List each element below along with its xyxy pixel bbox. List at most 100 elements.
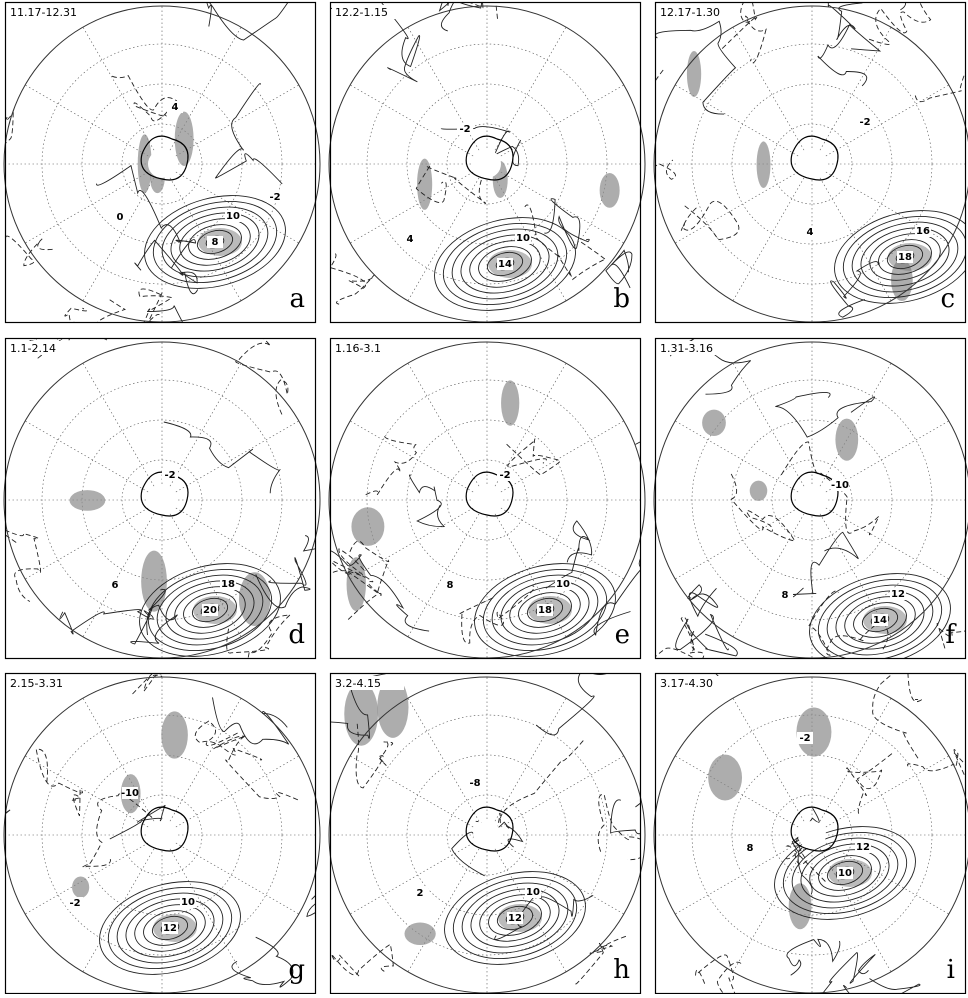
contour: [792, 808, 819, 894]
pole-area: [473, 150, 501, 178]
contour: [611, 786, 666, 834]
meridian: [812, 27, 891, 164]
period-label: 12.17-1.30: [660, 6, 720, 19]
meridian: [675, 85, 812, 164]
period-label: 11.17-12.31: [10, 6, 77, 19]
contour: [606, 250, 632, 288]
map-content: [638, 607, 968, 994]
map-content: [646, 335, 968, 686]
shaded-area: [702, 410, 726, 436]
contour: [0, 221, 53, 266]
meridian: [25, 756, 162, 835]
contour-label: -2: [459, 124, 470, 135]
contour: [825, 0, 863, 39]
contour: [215, 84, 282, 184]
meridian: [733, 500, 812, 637]
meridian: [83, 164, 162, 301]
contour-label: 8: [782, 590, 789, 601]
contour: [792, 532, 858, 597]
pole-area: [798, 486, 826, 514]
meridian: [812, 756, 949, 835]
meridian: [83, 363, 162, 500]
period-label: 3.2-4.15: [335, 677, 381, 690]
contour-label: -10: [831, 480, 849, 491]
contour: [440, 0, 482, 31]
contour-label: 4: [172, 102, 179, 113]
meridian: [675, 500, 812, 579]
contour: [646, 617, 704, 680]
contour: [873, 666, 922, 758]
contour-label: 16: [916, 226, 930, 237]
pole-area: [148, 486, 176, 514]
meridian: [675, 421, 812, 500]
map-panel: 3.2-4.15h1210-82: [321, 632, 665, 993]
meridian: [408, 835, 487, 972]
contour-label: 12: [891, 589, 905, 600]
contour-label: 0: [117, 212, 124, 223]
panel-letter: d: [288, 620, 305, 650]
contour: [232, 937, 293, 987]
map-panel: 1.16-3.1e1810-28: [300, 339, 687, 672]
contour: [544, 199, 589, 249]
map-panel: 1.1-2.14d2018-26: [0, 234, 376, 679]
contour: [214, 736, 298, 800]
shaded-area: [501, 380, 519, 425]
panel-letter: f: [945, 620, 957, 650]
meridian: [487, 85, 624, 164]
pole-area: [798, 150, 826, 178]
shaded-area: [708, 755, 742, 801]
panel-letter: h: [613, 955, 630, 985]
contour: [112, 76, 177, 121]
period-label: 12.2-1.15: [335, 6, 388, 19]
contour: [330, 254, 374, 305]
panel-letter: i: [947, 955, 955, 985]
meridian: [812, 85, 949, 164]
contour: [831, 262, 879, 318]
map-content: [265, 0, 645, 325]
contour: [846, 754, 892, 815]
panel-letter: e: [615, 620, 630, 650]
contour-label: 4: [407, 234, 414, 245]
contour-label: 4: [807, 227, 814, 238]
meridian: [812, 164, 891, 301]
contour: [62, 234, 107, 355]
shaded-area: [72, 876, 89, 897]
meridian: [83, 27, 162, 164]
meridian: [733, 164, 812, 301]
shaded-area: [687, 51, 701, 97]
contour-label: -2: [859, 117, 870, 128]
contour-label: 10: [516, 233, 530, 244]
meridian: [25, 421, 162, 500]
contour-label: 12: [163, 923, 177, 934]
figure: 11.17-12.31a81040-212.2-1.15b1410-2412.1…: [0, 0, 968, 994]
contour-label: 10: [526, 887, 540, 898]
contour-label: 14: [873, 615, 887, 626]
contour: [869, 0, 906, 10]
contour-label: 8: [212, 237, 219, 248]
pole-area: [148, 150, 176, 178]
period-label: 1.16-3.1: [335, 342, 381, 355]
shaded-area: [175, 112, 194, 166]
meridian: [408, 27, 487, 164]
shaded-area: [835, 419, 858, 461]
pole-area: [148, 821, 176, 849]
shaded-area: [351, 507, 384, 546]
map-content: [0, 646, 347, 993]
contour-label: 8: [447, 580, 454, 591]
meridian: [812, 500, 949, 579]
contour-label: 18: [221, 579, 235, 590]
contour-label: -8: [469, 778, 480, 789]
contour: [476, 741, 584, 835]
meridian: [487, 756, 624, 835]
shaded-area: [404, 923, 435, 945]
meridian: [162, 500, 299, 579]
map-panel: 1.31-3.16f1412-108: [646, 335, 968, 686]
period-label: 2.15-3.31: [10, 677, 63, 690]
map-panel: 12.2-1.15b1410-24: [265, 0, 645, 325]
meridian: [487, 421, 624, 500]
contour-label: 10: [556, 579, 570, 590]
meridian: [733, 363, 812, 500]
meridian: [408, 363, 487, 500]
meridian: [25, 500, 162, 579]
contour: [676, 615, 738, 656]
